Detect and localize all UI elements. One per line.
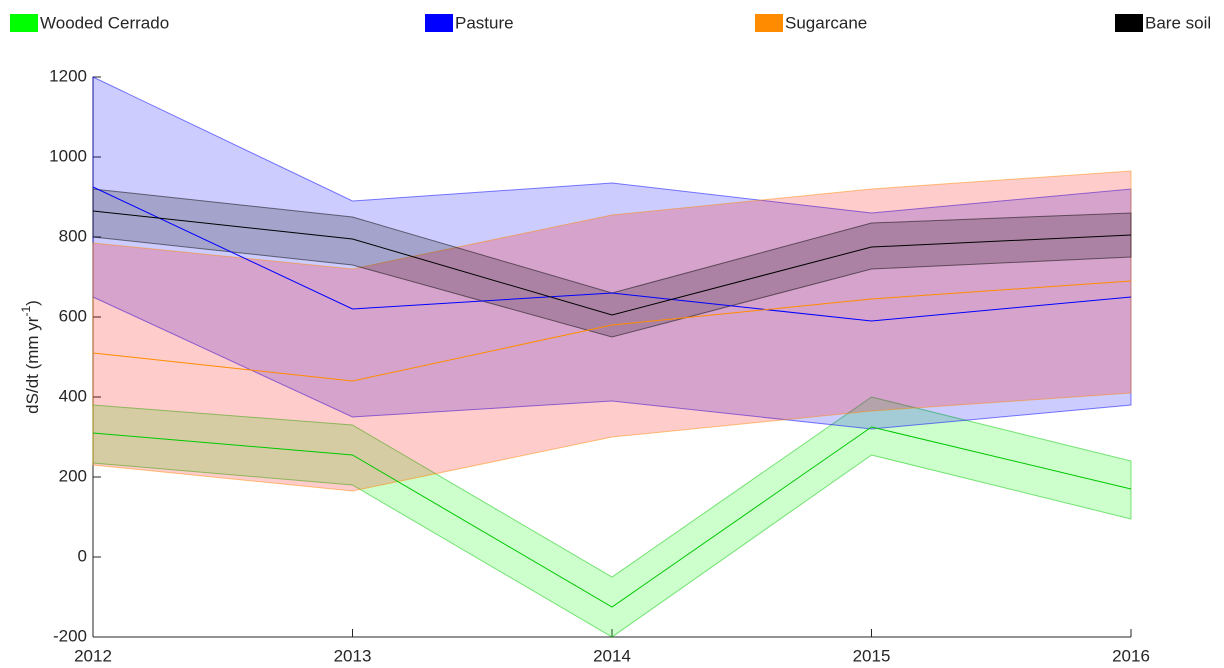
series-line xyxy=(92,280,1132,382)
x-tick-label: 2013 xyxy=(334,646,372,665)
x-tick-label: 2012 xyxy=(74,646,112,665)
x-tick-label: 2016 xyxy=(1112,646,1150,665)
legend-label: Bare soil xyxy=(1145,13,1211,32)
legend-label: Wooded Cerrado xyxy=(40,13,169,32)
y-tick-label: 1200 xyxy=(49,66,87,85)
band xyxy=(92,76,1132,430)
y-label-sup: -1 xyxy=(19,306,33,317)
series-line xyxy=(92,210,1132,316)
legend-label: Pasture xyxy=(455,13,514,32)
y-tick-label: 600 xyxy=(59,306,87,325)
y-tick-label: 0 xyxy=(78,546,87,565)
y-label-end: ) xyxy=(23,300,42,306)
legend-label: Sugarcane xyxy=(785,13,867,32)
legend-swatch xyxy=(425,14,453,32)
y-tick-label: -200 xyxy=(53,626,87,645)
y-label-text: dS/dt (mm yr xyxy=(23,316,42,414)
y-axis-label: dS/dt (mm yr-1) xyxy=(19,300,42,414)
series-line xyxy=(92,186,1132,322)
x-tick-label: 2015 xyxy=(853,646,891,665)
y-tick-label: 800 xyxy=(59,226,87,245)
band xyxy=(92,170,1132,492)
legend-swatch xyxy=(10,14,38,32)
x-tick-label: 2014 xyxy=(593,646,631,665)
y-tick-label: 1000 xyxy=(49,146,87,165)
legend-swatch xyxy=(1115,14,1143,32)
band xyxy=(92,396,1132,638)
y-tick-label: 400 xyxy=(59,386,87,405)
band xyxy=(92,188,1132,338)
series-line xyxy=(92,426,1132,608)
y-tick-label: 200 xyxy=(59,466,87,485)
legend-swatch xyxy=(755,14,783,32)
